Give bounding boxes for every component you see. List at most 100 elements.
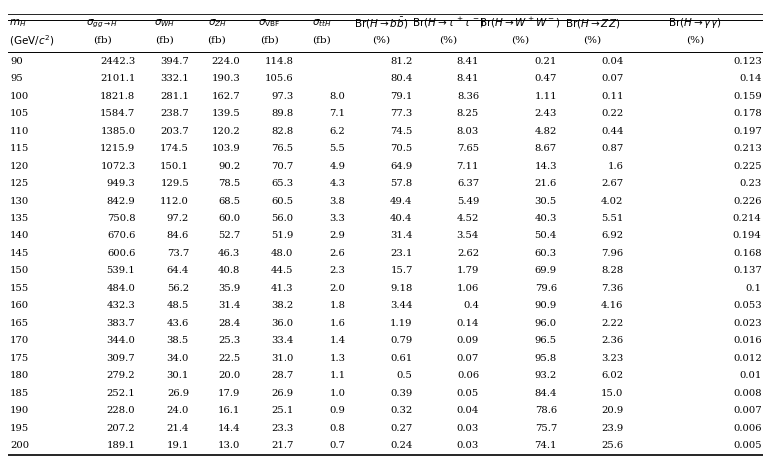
Text: 1.79: 1.79 xyxy=(456,266,479,275)
Text: 125: 125 xyxy=(10,179,29,188)
Text: 0.14: 0.14 xyxy=(739,74,762,83)
Text: 150.1: 150.1 xyxy=(160,162,189,171)
Text: 5.5: 5.5 xyxy=(330,144,345,153)
Text: 48.5: 48.5 xyxy=(166,301,189,310)
Text: 155: 155 xyxy=(10,284,29,293)
Text: 22.5: 22.5 xyxy=(218,354,240,363)
Text: 38.2: 38.2 xyxy=(271,301,293,310)
Text: 33.4: 33.4 xyxy=(271,336,293,345)
Text: 175: 175 xyxy=(10,354,29,363)
Text: 1821.8: 1821.8 xyxy=(100,92,135,101)
Text: 0.137: 0.137 xyxy=(733,266,762,275)
Text: 97.3: 97.3 xyxy=(271,92,293,101)
Text: 25.3: 25.3 xyxy=(218,336,240,345)
Text: 105: 105 xyxy=(10,109,29,118)
Text: 842.9: 842.9 xyxy=(107,196,135,205)
Text: 0.178: 0.178 xyxy=(733,109,762,118)
Text: 949.3: 949.3 xyxy=(107,179,135,188)
Text: 0.168: 0.168 xyxy=(733,249,762,258)
Text: 139.5: 139.5 xyxy=(212,109,240,118)
Text: 96.0: 96.0 xyxy=(535,319,557,328)
Text: 56.2: 56.2 xyxy=(167,284,189,293)
Text: 670.6: 670.6 xyxy=(107,231,135,240)
Text: 4.16: 4.16 xyxy=(601,301,624,310)
Text: 0.05: 0.05 xyxy=(457,389,479,398)
Text: 28.4: 28.4 xyxy=(218,319,240,328)
Text: 17.9: 17.9 xyxy=(218,389,240,398)
Text: 160: 160 xyxy=(10,301,29,310)
Text: (fb): (fb) xyxy=(312,36,331,45)
Text: 44.5: 44.5 xyxy=(271,266,293,275)
Text: ${\rm Br}(H\rightarrow \gamma\gamma)$: ${\rm Br}(H\rightarrow \gamma\gamma)$ xyxy=(668,17,722,30)
Text: 23.1: 23.1 xyxy=(390,249,413,258)
Text: 40.8: 40.8 xyxy=(218,266,240,275)
Text: 84.4: 84.4 xyxy=(535,389,557,398)
Text: 3.3: 3.3 xyxy=(330,214,345,223)
Text: 0.07: 0.07 xyxy=(457,354,479,363)
Text: 140: 140 xyxy=(10,231,29,240)
Text: 4.52: 4.52 xyxy=(456,214,479,223)
Text: 0.9: 0.9 xyxy=(330,406,345,415)
Text: 8.0: 8.0 xyxy=(330,92,345,101)
Text: 120.2: 120.2 xyxy=(212,127,240,136)
Text: 73.7: 73.7 xyxy=(166,249,189,258)
Text: 7.1: 7.1 xyxy=(329,109,345,118)
Text: 0.27: 0.27 xyxy=(390,424,413,433)
Text: 57.8: 57.8 xyxy=(390,179,413,188)
Text: 0.194: 0.194 xyxy=(732,231,762,240)
Text: 24.0: 24.0 xyxy=(166,406,189,415)
Text: 8.41: 8.41 xyxy=(456,74,479,83)
Text: 309.7: 309.7 xyxy=(107,354,135,363)
Text: 8.41: 8.41 xyxy=(456,57,479,66)
Text: 46.3: 46.3 xyxy=(218,249,240,258)
Text: 0.005: 0.005 xyxy=(733,441,762,450)
Text: 90: 90 xyxy=(10,57,23,66)
Text: 150: 150 xyxy=(10,266,29,275)
Text: 0.023: 0.023 xyxy=(733,319,762,328)
Text: 97.2: 97.2 xyxy=(166,214,189,223)
Text: 90.9: 90.9 xyxy=(535,301,557,310)
Text: 0.214: 0.214 xyxy=(732,214,762,223)
Text: 190.3: 190.3 xyxy=(212,74,240,83)
Text: 120: 120 xyxy=(10,162,29,171)
Text: 0.21: 0.21 xyxy=(535,57,557,66)
Text: 64.4: 64.4 xyxy=(166,266,189,275)
Text: 1.11: 1.11 xyxy=(535,92,557,101)
Text: 20.0: 20.0 xyxy=(218,371,240,380)
Text: 13.0: 13.0 xyxy=(218,441,240,450)
Text: 105.6: 105.6 xyxy=(265,74,293,83)
Text: 195: 195 xyxy=(10,424,29,433)
Text: 170: 170 xyxy=(10,336,29,345)
Text: 1584.7: 1584.7 xyxy=(100,109,135,118)
Text: 9.18: 9.18 xyxy=(390,284,413,293)
Text: (%): (%) xyxy=(686,36,704,45)
Text: 2.67: 2.67 xyxy=(601,179,624,188)
Text: 2.3: 2.3 xyxy=(330,266,345,275)
Text: 6.37: 6.37 xyxy=(457,179,479,188)
Text: 64.9: 64.9 xyxy=(390,162,413,171)
Text: 31.0: 31.0 xyxy=(271,354,293,363)
Text: 82.8: 82.8 xyxy=(271,127,293,136)
Text: 19.1: 19.1 xyxy=(166,441,189,450)
Text: 0.14: 0.14 xyxy=(456,319,479,328)
Text: 0.03: 0.03 xyxy=(457,441,479,450)
Text: 36.0: 36.0 xyxy=(271,319,293,328)
Text: 21.7: 21.7 xyxy=(271,441,293,450)
Text: 4.82: 4.82 xyxy=(535,127,557,136)
Text: 60.3: 60.3 xyxy=(535,249,557,258)
Text: 162.7: 162.7 xyxy=(212,92,240,101)
Text: 1215.9: 1215.9 xyxy=(100,144,135,153)
Text: 2.43: 2.43 xyxy=(535,109,557,118)
Text: ${\rm (GeV/}c^2{\rm )}$: ${\rm (GeV/}c^2{\rm )}$ xyxy=(9,33,54,48)
Text: 0.8: 0.8 xyxy=(330,424,345,433)
Text: 0.32: 0.32 xyxy=(390,406,413,415)
Text: 228.0: 228.0 xyxy=(107,406,135,415)
Text: 31.4: 31.4 xyxy=(390,231,413,240)
Text: 68.5: 68.5 xyxy=(219,196,240,205)
Text: 41.3: 41.3 xyxy=(271,284,293,293)
Text: ${\rm Br}(H\rightarrow \tau^+\tau^-)$: ${\rm Br}(H\rightarrow \tau^+\tau^-)$ xyxy=(412,17,485,30)
Text: 15.0: 15.0 xyxy=(601,389,624,398)
Text: (fb): (fb) xyxy=(260,36,278,45)
Text: 145: 145 xyxy=(10,249,29,258)
Text: 75.7: 75.7 xyxy=(535,424,557,433)
